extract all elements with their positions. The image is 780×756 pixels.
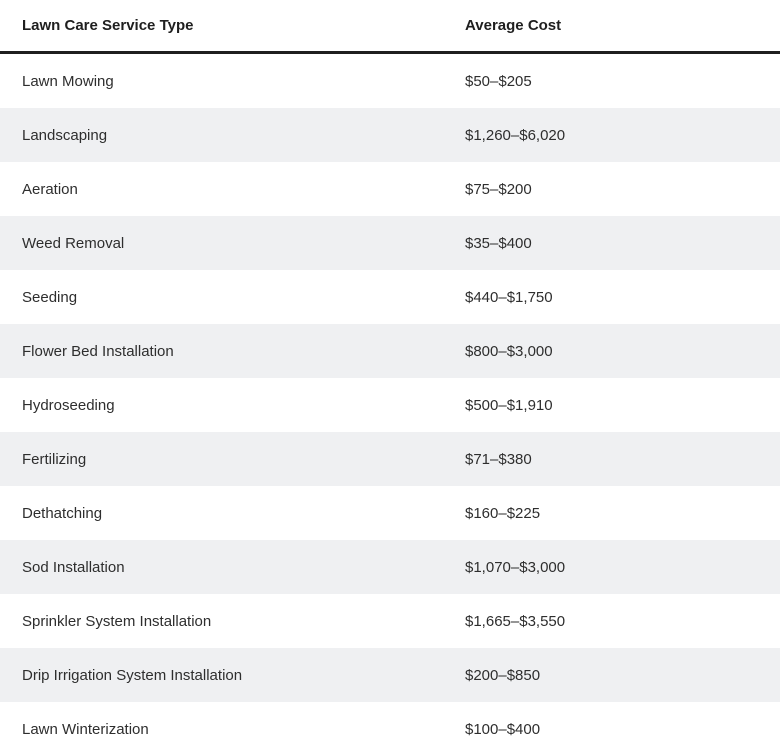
- service-cell: Fertilizing: [0, 432, 443, 486]
- cost-cell: $1,070–$3,000: [443, 540, 780, 594]
- table-row: Landscaping $1,260–$6,020: [0, 108, 780, 162]
- table-row: Sprinkler System Installation $1,665–$3,…: [0, 594, 780, 648]
- cost-cell: $1,260–$6,020: [443, 108, 780, 162]
- service-cell: Lawn Winterization: [0, 702, 443, 756]
- table-row: Lawn Mowing $50–$205: [0, 53, 780, 109]
- table-row: Drip Irrigation System Installation $200…: [0, 648, 780, 702]
- service-cell: Weed Removal: [0, 216, 443, 270]
- cost-cell: $50–$205: [443, 53, 780, 109]
- cost-cell: $71–$380: [443, 432, 780, 486]
- table-row: Flower Bed Installation $800–$3,000: [0, 324, 780, 378]
- table-row: Hydroseeding $500–$1,910: [0, 378, 780, 432]
- cost-cell: $440–$1,750: [443, 270, 780, 324]
- service-cell: Dethatching: [0, 486, 443, 540]
- table-row: Aeration $75–$200: [0, 162, 780, 216]
- cost-cell: $500–$1,910: [443, 378, 780, 432]
- service-cell: Flower Bed Installation: [0, 324, 443, 378]
- service-cell: Hydroseeding: [0, 378, 443, 432]
- service-cell: Sprinkler System Installation: [0, 594, 443, 648]
- service-cell: Landscaping: [0, 108, 443, 162]
- cost-cell: $100–$400: [443, 702, 780, 756]
- cost-cell: $800–$3,000: [443, 324, 780, 378]
- cost-cell: $1,665–$3,550: [443, 594, 780, 648]
- table-row: Lawn Winterization $100–$400: [0, 702, 780, 756]
- service-cell: Lawn Mowing: [0, 53, 443, 109]
- cost-cell: $35–$400: [443, 216, 780, 270]
- table-body: Lawn Mowing $50–$205 Landscaping $1,260–…: [0, 53, 780, 756]
- table-row: Sod Installation $1,070–$3,000: [0, 540, 780, 594]
- header-row: Lawn Care Service Type Average Cost: [0, 0, 780, 53]
- service-cell: Aeration: [0, 162, 443, 216]
- header-service-type: Lawn Care Service Type: [0, 0, 443, 53]
- table-row: Fertilizing $71–$380: [0, 432, 780, 486]
- table-header: Lawn Care Service Type Average Cost: [0, 0, 780, 53]
- service-cell: Sod Installation: [0, 540, 443, 594]
- table-row: Seeding $440–$1,750: [0, 270, 780, 324]
- cost-cell: $160–$225: [443, 486, 780, 540]
- service-cell: Seeding: [0, 270, 443, 324]
- table-row: Dethatching $160–$225: [0, 486, 780, 540]
- table-row: Weed Removal $35–$400: [0, 216, 780, 270]
- header-average-cost: Average Cost: [443, 0, 780, 53]
- service-cell: Drip Irrigation System Installation: [0, 648, 443, 702]
- cost-cell: $75–$200: [443, 162, 780, 216]
- cost-cell: $200–$850: [443, 648, 780, 702]
